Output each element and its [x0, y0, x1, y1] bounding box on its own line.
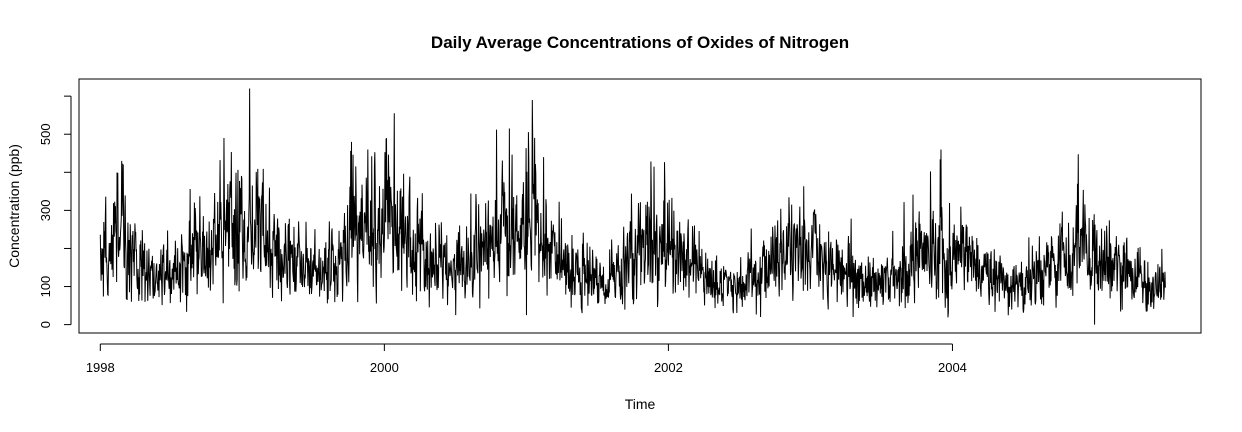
series-layer: [99, 88, 1166, 325]
x-axis: 1998 2000 2002 2004: [86, 343, 967, 375]
x-tick-label: 1998: [86, 360, 115, 375]
plot-frame: [78, 78, 1202, 334]
x-tick-label: 2000: [370, 360, 399, 375]
y-tick-label: 100: [38, 276, 53, 298]
y-axis-label: Concentration (ppb): [6, 144, 22, 268]
y-axis: 0 100 300 500: [38, 95, 72, 328]
chart-title: Daily Average Concentrations of Oxides o…: [431, 33, 849, 52]
series-line: [99, 88, 1166, 325]
x-axis-label: Time: [625, 396, 656, 412]
y-tick-label: 0: [38, 321, 53, 328]
x-tick-label: 2004: [938, 360, 967, 375]
y-tick-label: 300: [38, 200, 53, 222]
y-tick-label: 500: [38, 123, 53, 145]
x-tick-label: 2002: [654, 360, 683, 375]
